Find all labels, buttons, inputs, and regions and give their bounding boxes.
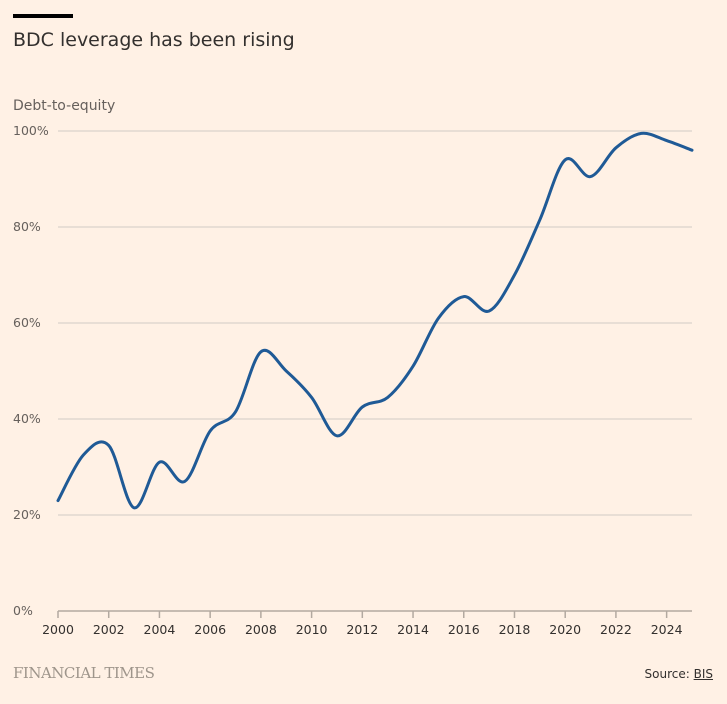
x-tick-label: 2014 [397, 622, 429, 637]
x-tick-label: 2024 [651, 622, 683, 637]
y-tick-label: 60% [13, 315, 41, 330]
source-link[interactable]: BIS [693, 667, 713, 681]
ft-logo: FINANCIAL TIMES [13, 664, 155, 682]
ft-accent-bar [13, 14, 73, 18]
x-tick-label: 2016 [448, 622, 480, 637]
x-axis: 2000 2002 2004 2006 2008 2010 2012 2014 2016 2018… [42, 610, 692, 637]
y-tick-label: 40% [13, 411, 41, 426]
y-tick-label: 80% [13, 219, 41, 234]
y-tick-label: 20% [13, 507, 41, 522]
x-tick-label: 2004 [144, 622, 176, 637]
x-tick-label: 2000 [42, 622, 74, 637]
y-axis-ticks: 0% 20% 40% 60% 80% 100% [13, 123, 49, 618]
chart-title: BDC leverage has been rising [13, 29, 295, 51]
series-line-debt-to-equity [56, 131, 694, 510]
series-layer [56, 131, 694, 510]
x-tick-label: 2002 [93, 622, 125, 637]
y-tick-label: 100% [13, 123, 49, 138]
source-note: Source: BIS [645, 667, 713, 681]
x-tick-label: 2018 [499, 622, 531, 637]
x-tick-label: 2008 [245, 622, 277, 637]
y-axis-label: Debt-to-equity [13, 98, 116, 114]
source-prefix: Source: [644, 667, 694, 681]
x-tick-label: 2010 [296, 622, 328, 637]
x-tick-label: 2012 [346, 622, 378, 637]
x-tick-label: 2020 [549, 622, 581, 637]
gridlines [58, 130, 692, 516]
x-tick-label: 2006 [194, 622, 226, 637]
x-tick-label: 2022 [600, 622, 632, 637]
y-tick-label: 0% [13, 603, 33, 618]
